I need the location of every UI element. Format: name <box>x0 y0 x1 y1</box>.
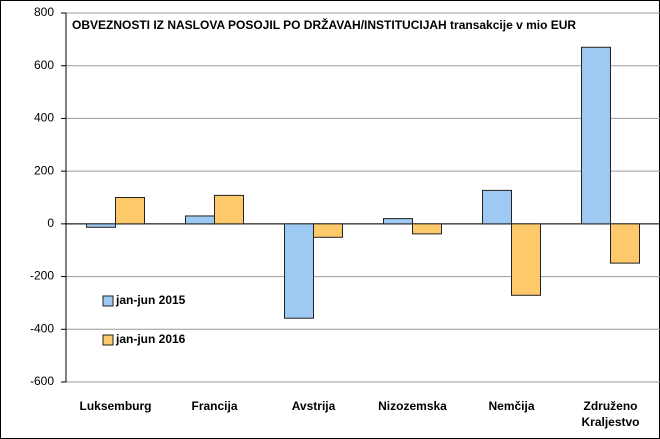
x-tick-label: Nemčija <box>488 399 535 413</box>
y-tick-label: 800 <box>34 5 54 19</box>
bar <box>610 223 640 264</box>
legend-label: jan-jun 2016 <box>115 332 186 346</box>
x-tick-label: Združeno Kraljestvo <box>581 399 640 429</box>
y-tick-label: -200 <box>30 269 54 283</box>
y-tick-label: -400 <box>30 321 54 335</box>
x-tick-label: Avstrija <box>291 399 336 413</box>
bar <box>482 189 512 225</box>
bar <box>383 218 413 225</box>
bar <box>115 197 145 225</box>
bar <box>581 46 611 225</box>
x-tick-label: Francija <box>191 399 238 413</box>
bar <box>86 223 116 228</box>
bar <box>313 223 343 238</box>
chart-title: OBVEZNOSTI IZ NASLOVA POSOJIL PO DRŽAVAH… <box>72 17 576 32</box>
y-tick-label: 600 <box>34 58 54 72</box>
x-tick-label: Nizozemska <box>378 399 447 413</box>
legend-swatch <box>102 295 114 307</box>
bar <box>185 215 215 225</box>
bar <box>412 223 442 235</box>
legend-swatch <box>102 334 114 346</box>
legend-label: jan-jun 2015 <box>115 293 186 307</box>
bar <box>284 223 314 319</box>
x-tick-label: Luksemburg <box>79 399 152 413</box>
y-tick-label: 400 <box>34 111 54 125</box>
y-tick-label: 200 <box>34 163 54 177</box>
y-tick-label: -600 <box>30 374 54 388</box>
bar <box>511 223 541 296</box>
bar <box>214 194 244 225</box>
y-tick-label: 0 <box>47 216 54 230</box>
